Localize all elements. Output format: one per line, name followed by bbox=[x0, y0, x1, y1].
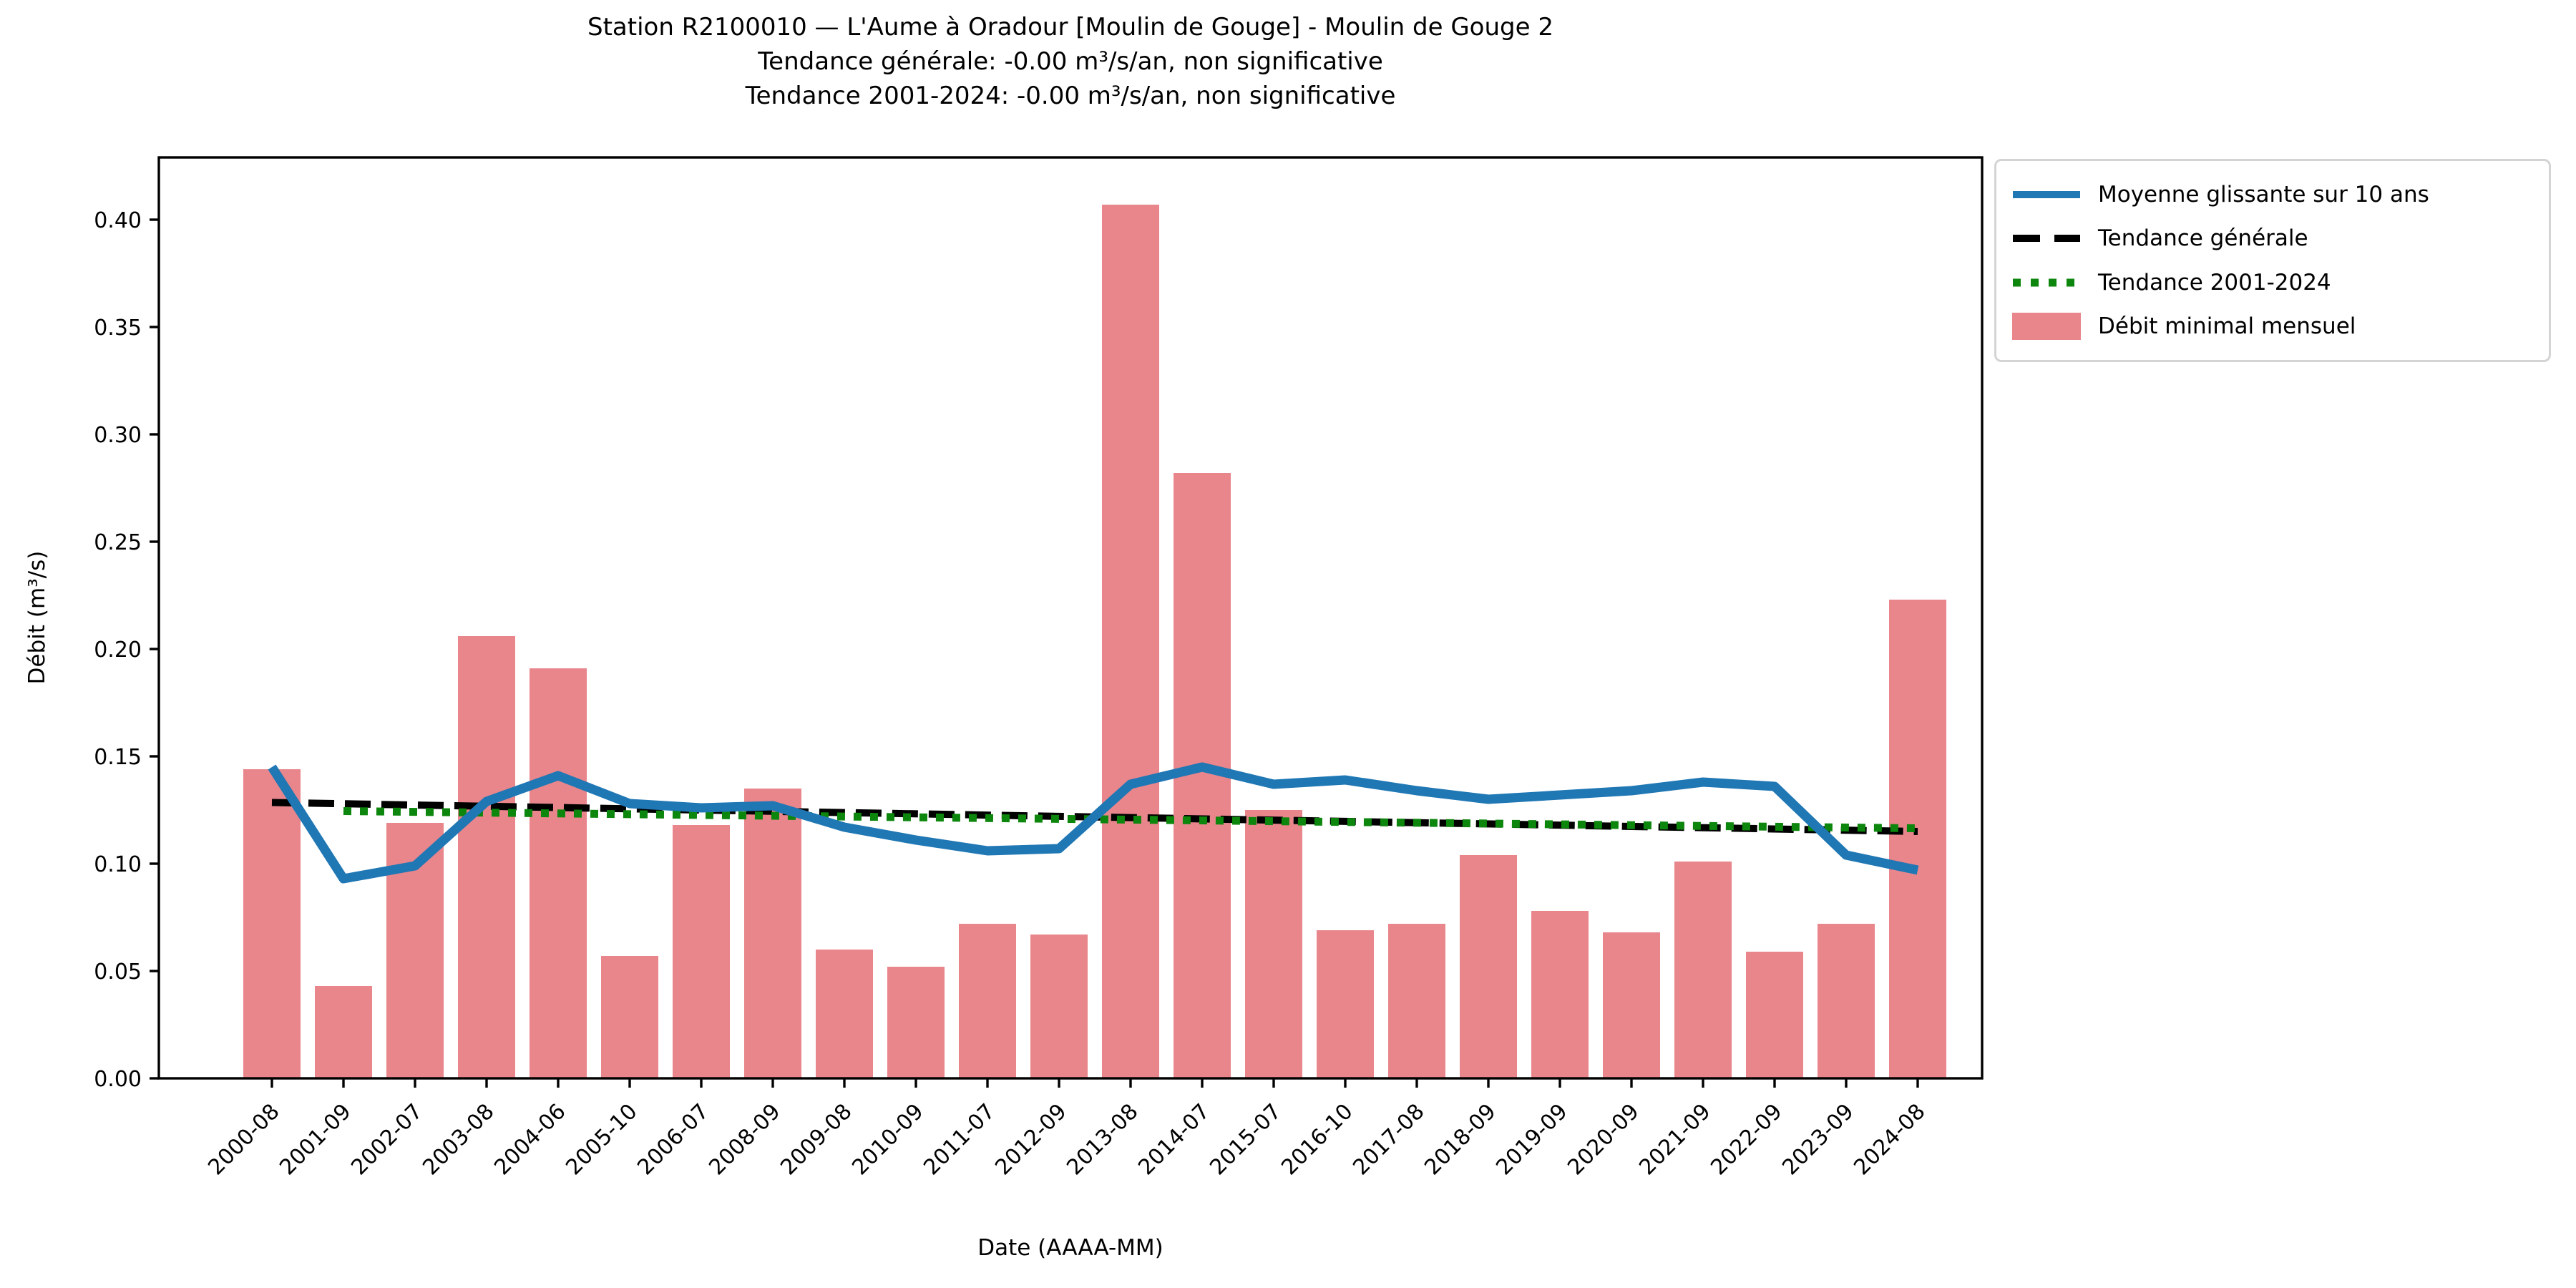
bar-2016-10 bbox=[1317, 930, 1374, 1078]
dashed-line-swatch-icon bbox=[2013, 235, 2080, 243]
solid-line-swatch-icon bbox=[2013, 190, 2080, 198]
bar-2022-09 bbox=[1746, 952, 1803, 1078]
title-line-2: Tendance générale: -0.00 m³/s/an, non si… bbox=[758, 47, 1383, 76]
x-tick-label: 2004-06 bbox=[489, 1099, 570, 1180]
x-tick-label: 2006-07 bbox=[633, 1099, 713, 1180]
bar-2011-07 bbox=[959, 924, 1016, 1078]
y-tick-label: 0.35 bbox=[94, 316, 142, 341]
x-tick-label: 2022-09 bbox=[1706, 1099, 1787, 1180]
legend-box: Moyenne glissante sur 10 ans Tendance gé… bbox=[1994, 159, 2551, 362]
bar-2010-09 bbox=[887, 967, 945, 1078]
legend-item-moyenne-glissante: Moyenne glissante sur 10 ans bbox=[2011, 174, 2534, 215]
legend-label: Tendance 2001-2024 bbox=[2098, 269, 2331, 296]
rolling-mean-line bbox=[268, 762, 1919, 884]
bar-2023-09 bbox=[1818, 924, 1875, 1078]
bar-2019-09 bbox=[1531, 911, 1589, 1078]
x-tick-label: 2012-09 bbox=[990, 1099, 1071, 1180]
x-tick-label: 2018-09 bbox=[1420, 1099, 1501, 1180]
bar-2009-08 bbox=[816, 950, 873, 1078]
x-tick-label: 2023-09 bbox=[1777, 1099, 1858, 1180]
bar-2003-08 bbox=[458, 636, 515, 1078]
bar-2013-08 bbox=[1102, 205, 1159, 1078]
x-tick-label: 2019-09 bbox=[1491, 1099, 1572, 1180]
y-tick-label: 0.00 bbox=[94, 1067, 142, 1092]
x-tick-label: 2001-09 bbox=[275, 1099, 356, 1180]
legend-label: Tendance générale bbox=[2098, 225, 2308, 252]
bar-2020-09 bbox=[1603, 932, 1660, 1078]
x-tick-label: 2014-07 bbox=[1133, 1099, 1214, 1180]
title-line-1: Station R2100010 — L'Aume à Oradour [Mou… bbox=[587, 13, 1553, 42]
legend-label: Moyenne glissante sur 10 ans bbox=[2098, 181, 2429, 208]
bar-2004-06 bbox=[530, 668, 587, 1078]
dotted-line-swatch-icon bbox=[2013, 278, 2080, 287]
bar-2015-07 bbox=[1245, 810, 1302, 1078]
bar-patch-swatch-icon bbox=[2012, 313, 2081, 341]
x-axis-label: Date (AAAA-MM) bbox=[977, 1235, 1163, 1261]
bar-2024-08 bbox=[1889, 600, 1946, 1078]
x-tick-label: 2011-07 bbox=[919, 1099, 1000, 1180]
bar-2021-09 bbox=[1674, 862, 1732, 1078]
x-tick-label: 2015-07 bbox=[1205, 1099, 1286, 1180]
x-tick-label: 2009-08 bbox=[776, 1099, 857, 1180]
x-tick-label: 2013-08 bbox=[1062, 1099, 1143, 1180]
x-tick-label: 2003-08 bbox=[418, 1099, 499, 1180]
x-tick-label: 2021-09 bbox=[1634, 1099, 1715, 1180]
axes-spines bbox=[157, 156, 1984, 1080]
bar-2000-08 bbox=[243, 769, 301, 1078]
bar-2017-08 bbox=[1388, 924, 1445, 1078]
x-tick-label: 2020-09 bbox=[1563, 1099, 1644, 1180]
bar-2018-09 bbox=[1460, 855, 1517, 1078]
bar-2006-07 bbox=[673, 825, 730, 1078]
x-tick-label: 2000-08 bbox=[203, 1099, 284, 1180]
x-tick-label: 2024-08 bbox=[1849, 1099, 1930, 1180]
x-tick-label: 2008-09 bbox=[704, 1099, 785, 1180]
y-tick-label: 0.40 bbox=[94, 208, 142, 233]
x-tick-label: 2002-07 bbox=[346, 1099, 427, 1180]
y-tick-label: 0.05 bbox=[94, 960, 142, 985]
x-tick-label: 2010-09 bbox=[847, 1099, 928, 1180]
bar-2001-09 bbox=[315, 986, 372, 1078]
title-line-3: Tendance 2001-2024: -0.00 m³/s/an, non s… bbox=[745, 82, 1396, 110]
y-axis-label: Débit (m³/s) bbox=[24, 550, 50, 685]
bar-2005-10 bbox=[601, 956, 658, 1078]
legend-item-tendance-generale: Tendance générale bbox=[2011, 218, 2534, 259]
x-tick-label: 2016-10 bbox=[1277, 1099, 1357, 1180]
legend-label: Débit minimal mensuel bbox=[2098, 313, 2356, 340]
y-tick-label: 0.15 bbox=[94, 745, 142, 770]
legend-item-debit-minimal: Débit minimal mensuel bbox=[2011, 306, 2534, 347]
y-tick-label: 0.20 bbox=[94, 638, 142, 663]
chart-title: Station R2100010 — L'Aume à Oradour [Mou… bbox=[159, 10, 1982, 113]
legend-item-tendance-2001-2024: Tendance 2001-2024 bbox=[2011, 262, 2534, 303]
bar-2012-09 bbox=[1030, 935, 1088, 1078]
x-tick-label: 2017-08 bbox=[1348, 1099, 1429, 1180]
x-tick-label: 2005-10 bbox=[561, 1099, 642, 1180]
y-tick-label: 0.25 bbox=[94, 530, 142, 555]
bar-2008-09 bbox=[744, 789, 801, 1078]
y-tick-label: 0.30 bbox=[94, 423, 142, 448]
y-tick-label: 0.10 bbox=[94, 852, 142, 877]
